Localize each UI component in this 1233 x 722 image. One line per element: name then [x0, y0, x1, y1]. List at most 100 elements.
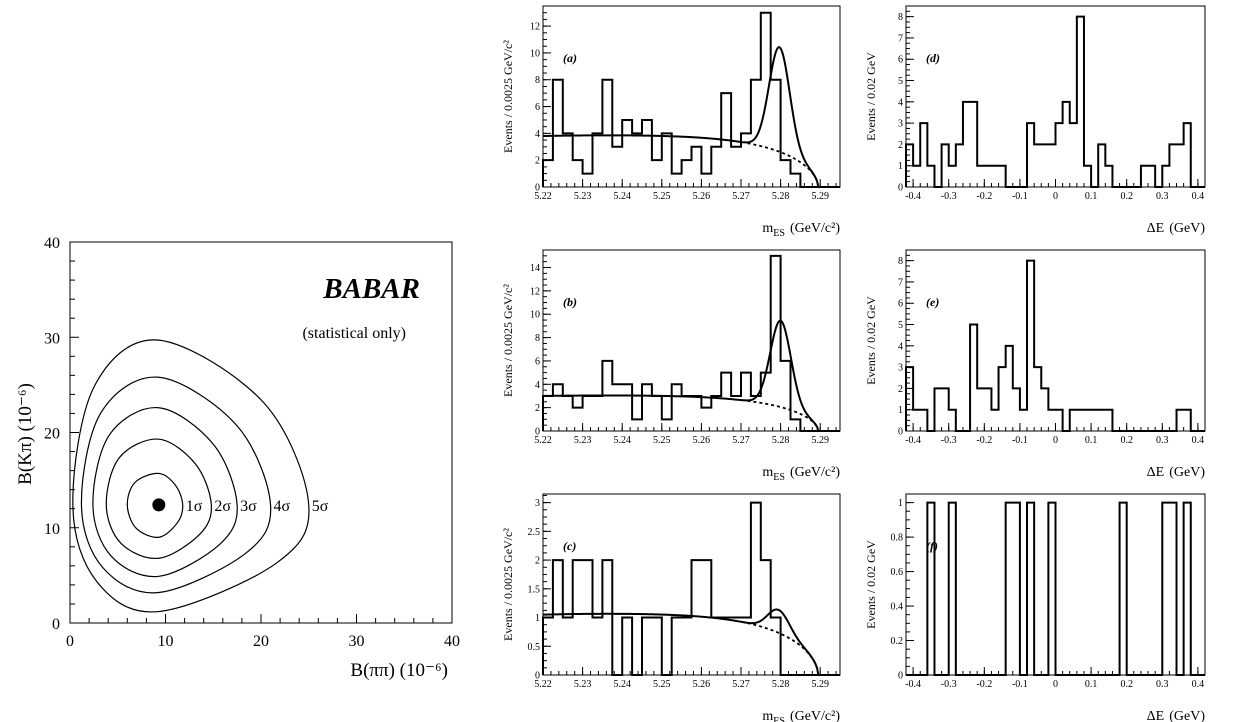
x-axis-title: mES (GeV/c²) [762, 221, 840, 239]
fit-total-curve [542, 608, 840, 676]
x-axis-title-main: m [762, 465, 773, 480]
x-tick-label: -0.3 [941, 435, 957, 446]
y-tick-label: 6 [898, 299, 903, 310]
x-axis-title-main: m [762, 221, 773, 236]
x-tick-label: -0.4 [905, 191, 921, 202]
contour-xtick-0: 0 [66, 633, 74, 650]
x-tick-label: 5.25 [653, 435, 671, 446]
histogram-steps [906, 501, 1205, 676]
x-tick-label: 5.26 [693, 679, 711, 690]
x-tick-label: 0.1 [1085, 679, 1098, 690]
x-tick-label: 0.1 [1085, 191, 1098, 202]
contour-y-axis-title: B(Kπ) (10⁻⁶) [15, 383, 36, 485]
y-tick-label: 5 [898, 320, 903, 331]
x-tick-label: 0.3 [1156, 679, 1169, 690]
x-axis-title-sub: ES [773, 228, 785, 239]
x-axis-title-unit: (GeV/c²) [790, 709, 840, 722]
x-tick-label: 0 [1053, 435, 1058, 446]
y-tick-label: 6 [898, 55, 903, 66]
fit-background-curve [747, 622, 840, 676]
x-tick-label: 5.22 [534, 191, 552, 202]
contour-4sigma [80, 376, 272, 594]
y-tick-label: 1 [898, 405, 903, 416]
x-tick-label: 5.23 [574, 191, 592, 202]
x-tick-label: -0.1 [1012, 191, 1028, 202]
panel-tag: (d) [926, 51, 940, 65]
y-tick-label: 4 [535, 380, 540, 391]
x-tick-label: 5.23 [574, 679, 592, 690]
x-tick-label: 5.25 [653, 679, 671, 690]
y-tick-label: 0 [535, 183, 540, 194]
y-axis-title: Events / 0.0025 GeV/c² [501, 528, 515, 641]
contour-2sigma [105, 438, 213, 559]
x-tick-label: 0.2 [1120, 679, 1133, 690]
x-tick-label: 5.29 [811, 435, 829, 446]
y-tick-label: 4 [898, 97, 903, 108]
y-tick-label: 6 [535, 102, 540, 113]
contour-label-1sigma: 1σ [186, 498, 203, 515]
y-tick-label: 2 [535, 556, 540, 567]
y-tick-label: 0 [898, 671, 903, 682]
x-axis-title: mES (GeV/c²) [762, 709, 840, 722]
y-tick-label: 10 [530, 310, 540, 321]
x-tick-label: 0.1 [1085, 435, 1098, 446]
y-tick-label: 1 [535, 613, 540, 624]
y-axis-title: Events / 0.02 GeV [864, 540, 878, 629]
y-tick-label: 0.5 [528, 642, 541, 653]
contour-5sigma [72, 339, 310, 613]
y-tick-label: 2 [898, 384, 903, 395]
babar-logo: BABAR [322, 273, 420, 305]
fit-background-curve [747, 142, 840, 188]
y-axis-title: Events / 0.0025 GeV/c² [501, 284, 515, 397]
histogram-panel-f: -0.4 -0.3 -0.2 -0.1 0 0.1 0.2 0.3 0.4 0 0.2 0.4 0.6 0… [864, 493, 1206, 722]
x-axis-title-unit: (GeV/c²) [790, 465, 840, 480]
x-axis-title-main: ΔE [1147, 465, 1165, 480]
y-axis-title: Events / 0.02 GeV [864, 52, 878, 141]
x-tick-label: 5.24 [613, 435, 631, 446]
y-tick-label: 1 [898, 161, 903, 172]
panel-frame [905, 249, 1206, 432]
contour-ytick-2: 20 [44, 426, 60, 443]
y-tick-label: 0 [535, 427, 540, 438]
x-tick-label: 5.23 [574, 435, 592, 446]
y-tick-label: 10 [530, 48, 540, 59]
x-tick-label: -0.1 [1012, 435, 1028, 446]
y-axis-title: Events / 0.0025 GeV/c² [501, 40, 515, 153]
y-axis-title: Events / 0.02 GeV [864, 296, 878, 385]
y-tick-label: 0.4 [891, 602, 904, 613]
x-tick-label: 0.2 [1120, 435, 1133, 446]
x-tick-label: -0.2 [976, 435, 992, 446]
panel-tag: (a) [563, 51, 577, 65]
y-tick-label: 5 [898, 76, 903, 87]
y-tick-label: 6 [535, 356, 540, 367]
x-tick-label: 0.4 [1192, 435, 1205, 446]
x-axis-title: ΔE (GeV) [1147, 709, 1206, 722]
panel-frame [905, 5, 1206, 188]
y-tick-label: 2 [898, 140, 903, 151]
y-tick-label: 12 [530, 286, 540, 297]
x-axis-title-unit: (GeV) [1169, 465, 1205, 480]
y-tick-label: 3 [898, 119, 903, 130]
best-fit-point [152, 498, 166, 512]
histogram-panel-e: -0.4 -0.3 -0.2 -0.1 0 0.1 0.2 0.3 0.4 0 1 2 3 4 5 6 7 8 Ev… [864, 249, 1206, 480]
y-tick-label: 0 [898, 427, 903, 438]
contour-ytick-3: 30 [44, 330, 60, 347]
x-axis-title-main: m [762, 709, 773, 722]
y-tick-label: 2.5 [528, 527, 541, 538]
histogram-steps [905, 259, 1205, 432]
histogram-steps [542, 11, 840, 188]
panel-frame [542, 5, 841, 188]
y-tick-label: 7 [898, 277, 903, 288]
histogram-panel-d: -0.4 -0.3 -0.2 -0.1 0 0.1 0.2 0.3 0.4 0 1 2 3 4 5 6 7 8 Ev… [864, 5, 1206, 236]
x-tick-label: 0.4 [1192, 191, 1205, 202]
histogram-steps [542, 501, 840, 676]
y-tick-label: 4 [898, 341, 903, 352]
x-tick-label: 0.2 [1120, 191, 1133, 202]
panel-frame [542, 493, 841, 676]
y-tick-label: 3 [535, 498, 540, 509]
x-tick-label: -0.4 [905, 435, 921, 446]
x-tick-label: 0.3 [1156, 191, 1169, 202]
x-tick-label: -0.3 [941, 191, 957, 202]
y-tick-label: 8 [898, 12, 903, 23]
